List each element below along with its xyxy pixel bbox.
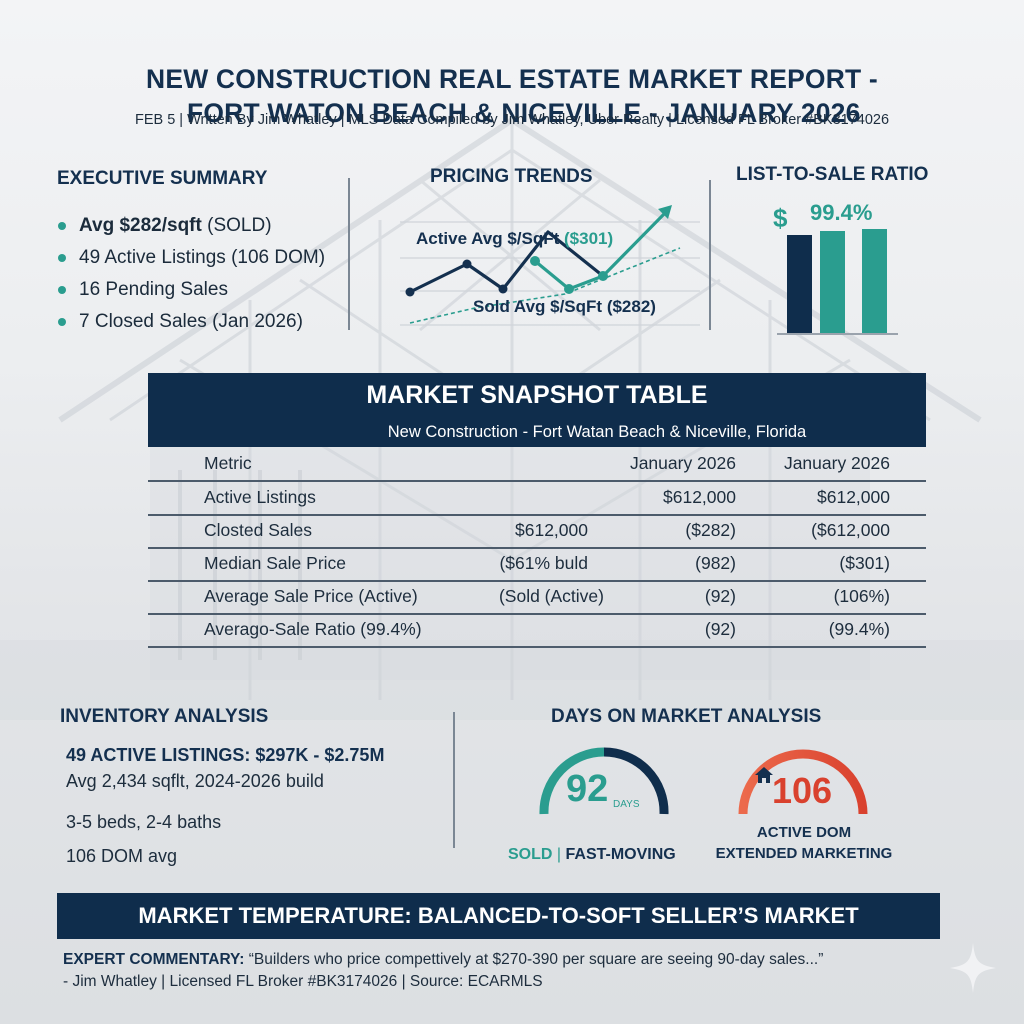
- table-row: Averago-Sale Ratio (99.4%) (92) (99.4%): [148, 613, 926, 648]
- dom-analysis-title: DAYS ON MARKET ANALYSIS: [551, 706, 822, 727]
- table-row: Active Listings $612,000 $612,000: [148, 481, 926, 516]
- table-row: Average Sale Price (Active) (Sold (Activ…: [148, 580, 926, 615]
- byline-text: FEB 5 | Written By Jim Whatley | MLS Dat…: [134, 112, 890, 128]
- active-avg-label: Active Avg $/SqFt ($301): [416, 229, 614, 248]
- commentary-attribution: - Jim Whatley | Licensed FL Broker #BK31…: [63, 973, 543, 990]
- list-to-sale-value: 99.4%: [810, 200, 873, 225]
- pricing-trends-line-chart: [400, 205, 700, 326]
- ratio-bar-2: [820, 231, 845, 333]
- bullet-dot-icon: [58, 222, 66, 230]
- house-icon: [755, 767, 773, 783]
- inventory-line-beds: 3-5 beds, 2-4 baths: [66, 812, 222, 832]
- sold-dom-unit: DAYS: [613, 799, 640, 810]
- report-title-line-1: NEW CONSTRUCTION REAL ESTATE MARKET REPO…: [146, 64, 878, 94]
- inventory-analysis-title: INVENTORY ANALYSIS: [60, 706, 269, 727]
- sold-dom-gauge: [539, 747, 669, 815]
- table-header-row: Metric January 2026 January 2026: [148, 447, 926, 482]
- inventory-line-sqft: Avg 2,434 sqflt, 2024-2026 build: [66, 771, 324, 791]
- summary-item-closed-sales: 7 Closed Sales (Jan 2026): [57, 306, 325, 338]
- ratio-baseline: [777, 333, 898, 335]
- active-dom-caption-1: ACTIVE DOM: [756, 824, 852, 841]
- snapshot-table-header: MARKET SNAPSHOT TABLE New Construction -…: [148, 373, 926, 447]
- bullet-dot-icon: [58, 254, 66, 262]
- pricing-trends-title: PRICING TRENDS: [430, 166, 593, 187]
- section-divider: [453, 712, 455, 848]
- report-title-line-2: FORT WATON BEACH & NICEVILLE - JANUARY 2…: [187, 98, 861, 128]
- summary-item-active-listings: 49 Active Listings (106 DOM): [57, 242, 325, 274]
- summary-item-pending-sales: 16 Pending Sales: [57, 274, 325, 306]
- trend-dashed-line: [409, 247, 681, 324]
- snapshot-table-subtitle: New Construction - Fort Watan Beach & Ni…: [387, 423, 807, 441]
- sold-dom-value: 92: [566, 768, 609, 810]
- list-to-sale-title: LIST-TO-SALE RATIO: [736, 164, 929, 185]
- ratio-bar-1: [787, 235, 812, 333]
- sparkle-icon: [950, 943, 996, 993]
- byline: FEB 5 | Written By Jim Whatley | MLS Dat…: [0, 112, 1024, 128]
- ratio-bar-3: [862, 229, 887, 333]
- table-row: Closted Sales $612,000 ($282) ($612,000: [148, 514, 926, 549]
- sold-avg-label: Sold Avg $/SqFt ($282): [473, 297, 656, 316]
- market-temperature-banner: MARKET TEMPERATURE: BALANCED-TO-SOFT SEL…: [57, 893, 940, 939]
- bullet-dot-icon: [58, 318, 66, 326]
- executive-summary-list: Avg $282/sqft (SOLD) 49 Active Listings …: [57, 210, 325, 338]
- sold-dom-caption: SOLD | FAST-MOVING: [508, 846, 676, 863]
- active-dom-caption-2: EXTENDED MARKETING: [715, 845, 893, 862]
- section-divider: [709, 180, 711, 330]
- executive-summary-title: EXECUTIVE SUMMARY: [57, 168, 268, 189]
- bullet-dot-icon: [58, 286, 66, 294]
- active-dom-gauge: [738, 749, 868, 815]
- inventory-line-dom: 106 DOM avg: [66, 846, 178, 866]
- dollar-sign-icon: $: [773, 203, 788, 233]
- section-divider: [348, 178, 350, 330]
- expert-commentary: EXPERT COMMENTARY: “Builders who price c…: [63, 951, 824, 968]
- inventory-headline: 49 ACTIVE LISTINGS: $297K - $2.75M: [66, 745, 385, 765]
- table-row: Median Sale Price ($61% buld (982) ($301…: [148, 547, 926, 582]
- snapshot-table-title: MARKET SNAPSHOT TABLE: [366, 381, 708, 409]
- summary-item-avg-sqft: Avg $282/sqft (SOLD): [57, 210, 325, 242]
- active-dom-value: 106: [772, 770, 833, 811]
